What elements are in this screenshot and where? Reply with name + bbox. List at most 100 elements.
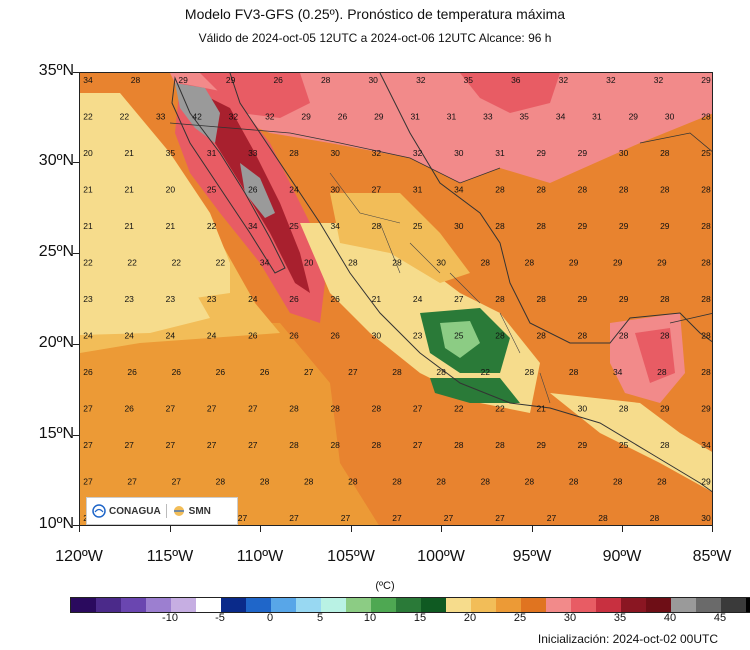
legend-swatch [71,598,96,612]
legend-swatch [496,598,521,612]
temperature-value: 23 [124,294,134,304]
temperature-value: 28 [495,221,505,231]
temperature-value: 28 [495,440,505,450]
temperature-value: 29 [178,75,188,85]
temperature-value: 28 [657,367,667,377]
temperature-value: 30 [436,258,446,268]
temperature-value: 29 [578,221,588,231]
legend-swatch [696,598,721,612]
temperature-value: 21 [372,294,382,304]
temperature-value: 27 [83,440,93,450]
temperature-value: 22 [127,258,137,268]
temperature-value: 23 [413,331,423,341]
legend-swatch [571,598,596,612]
temperature-value: 27 [392,513,402,523]
legend-tick-label: 40 [663,612,677,624]
temperature-value: 28 [392,477,402,487]
temperature-value: 31 [207,148,217,158]
legend-tick-label: 0 [266,612,274,624]
temperature-value: 27 [127,477,137,487]
temperature-value: 21 [83,185,93,195]
temperature-value: 29 [660,221,670,231]
temperature-value: 29 [301,112,311,122]
temperature-value: 27 [413,440,423,450]
temperature-value: 32 [372,148,382,158]
temperature-value: 27 [348,367,358,377]
lon-label-90: 90ºW [602,548,642,565]
temperature-value: 28 [660,331,670,341]
temperature-value: 21 [124,148,134,158]
temperature-value: 30 [454,221,464,231]
legend-swatch [396,598,421,612]
temperature-value: 28 [525,367,535,377]
pacific-cool-band [80,93,230,313]
temperature-value: 26 [172,367,182,377]
legend-swatch [446,598,471,612]
temperature-value: 30 [701,513,711,523]
lat-label-15: 15ºN [38,425,74,442]
usa-red-region [460,73,560,113]
temperature-value: 28 [289,148,299,158]
temperature-value: 26 [124,404,134,414]
lon-label-85: 85ºW [692,548,732,565]
temperature-value: 34 [260,258,270,268]
temperature-value: 27 [207,404,217,414]
temperature-value: 28 [392,258,402,268]
temperature-value: 26 [248,185,258,195]
state-borders [329,172,551,404]
conagua-logo: CONAGUA [87,504,166,518]
temperature-value: 27 [495,513,505,523]
temperature-value: 28 [330,440,340,450]
lat-tick-25 [73,253,79,254]
temperature-value: 27 [413,404,423,414]
gray-extreme-2 [240,163,275,218]
temperature-value: 22 [454,404,464,414]
temperature-value: 34 [248,221,258,231]
temperature-value: 27 [172,477,182,487]
gulf-coastline [379,73,712,344]
temperature-value: 28 [660,148,670,158]
temperature-map[interactable]: 34 28 29 29 26 28 30 32 35 36 32 32 32 29 22 22 33 42 32 32… [79,72,713,526]
legend-swatch [521,598,546,612]
legend-swatch [621,598,646,612]
temperature-value: 26 [289,294,299,304]
temperature-labels: 34 28 29 29 26 28 30 32 35 36 32 32 32 29 22 22 33 42 32 32… [83,75,711,523]
legend-swatch [146,598,171,612]
temperature-value: 25 [207,185,217,195]
legend-tick-label: 45 [713,612,727,624]
temperature-value: 28 [660,440,670,450]
temperature-value: 29 [619,221,629,231]
temperature-value: 28 [372,221,382,231]
temperature-value: 33 [248,148,258,158]
temperature-value: 28 [619,185,629,195]
temperature-value: 27 [289,513,299,523]
baja-peninsula [171,76,286,274]
legend-swatch [271,598,296,612]
temperature-value: 28 [304,477,314,487]
temperature-value: 27 [83,404,93,414]
temperature-value: 31 [495,148,505,158]
legend-swatch [246,598,271,612]
temperature-value: 22 [495,404,505,414]
temperature-value: 28 [536,331,546,341]
temperature-value: 28 [650,513,660,523]
lon-tick-100 [441,526,442,532]
pacific-coastline [229,73,712,493]
temperature-value: 23 [166,294,176,304]
temperature-value: 24 [83,331,93,341]
legend-tick-label: 25 [513,612,527,624]
temperature-value: 28 [569,477,579,487]
temperature-value: 28 [613,477,623,487]
temperature-value: 26 [273,75,283,85]
temperature-value: 25 [289,221,299,231]
temperature-value: 29 [536,148,546,158]
temperature-value: 21 [124,185,134,195]
temperature-value: 31 [592,112,602,122]
temperature-value: 32 [229,112,239,122]
lat-tick-35 [73,72,79,73]
temperature-value: 32 [265,112,275,122]
temperature-value: 28 [701,367,711,377]
temperature-value: 28 [701,112,711,122]
lon-label-100: 100ºW [417,548,465,565]
temperature-value: 28 [495,331,505,341]
